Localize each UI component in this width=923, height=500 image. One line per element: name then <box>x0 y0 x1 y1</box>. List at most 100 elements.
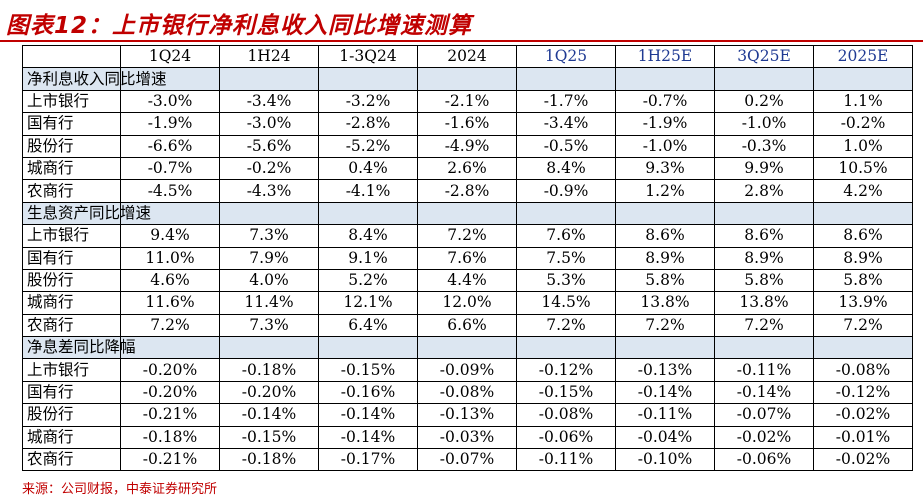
row-label: 股份行 <box>22 403 121 427</box>
value-cell: -0.06% <box>516 425 616 450</box>
value-cell: 8.6% <box>615 224 715 248</box>
section-filler-cell <box>417 201 517 226</box>
value-cell: 5.2% <box>318 268 418 293</box>
table-row: 城商行 -0.7% -0.2% 0.4% 2.6% 8.4% 9.3% 9.9% 10.5% <box>22 156 913 181</box>
value-cell: -2.1% <box>417 89 517 114</box>
row-label: 上市银行 <box>22 224 121 248</box>
row-label: 城商行 <box>22 156 121 181</box>
section-filler-cell <box>219 67 319 91</box>
value-cell: 5.8% <box>813 268 913 293</box>
source-note: 来源：公司财报，中泰证券研究所 <box>22 482 218 497</box>
value-cell: -4.5% <box>120 179 220 203</box>
value-cell: -0.11% <box>714 358 814 382</box>
value-cell: 9.9% <box>714 156 814 181</box>
section-filler-cell <box>120 201 220 226</box>
value-cell: 8.6% <box>813 224 913 248</box>
value-cell: -3.2% <box>318 89 418 114</box>
value-cell: 0.2% <box>714 89 814 114</box>
value-cell: -5.2% <box>318 134 418 158</box>
value-cell: 11.0% <box>120 246 220 270</box>
row-label: 农商行 <box>22 179 121 203</box>
column-header: 1H25E <box>615 44 715 69</box>
section-title: 净利息收入同比增速 <box>22 67 167 91</box>
section-filler-cell <box>516 67 616 91</box>
value-cell: 10.5% <box>813 156 913 181</box>
value-cell: 9.1% <box>318 246 418 270</box>
table-row: 国有行 11.0% 7.9% 9.1% 7.6% 7.5% 8.9% 8.9% 8.9% <box>22 246 913 270</box>
title-bar: 图表12：上市银行净利息收入同比增速测算 <box>0 0 923 42</box>
column-header: 3Q25E <box>714 44 814 69</box>
value-cell: 11.4% <box>219 291 319 315</box>
value-cell: 0.4% <box>318 156 418 181</box>
column-header: 2024 <box>417 44 517 69</box>
value-cell: 14.5% <box>516 291 616 315</box>
column-header: 1Q24 <box>120 44 220 69</box>
value-cell: -3.0% <box>120 89 220 114</box>
section-filler-cell <box>714 336 814 360</box>
section-header-row: 净息差同比降幅 <box>22 336 913 360</box>
section-filler-cell <box>813 336 913 360</box>
value-cell: -0.21% <box>120 448 220 472</box>
value-cell: -0.12% <box>813 380 913 405</box>
value-cell: -2.8% <box>318 112 418 136</box>
row-label: 股份行 <box>22 134 121 158</box>
value-cell: 8.9% <box>714 246 814 270</box>
value-cell: -0.06% <box>714 448 814 472</box>
row-label: 上市银行 <box>22 358 121 382</box>
value-cell: 1.1% <box>813 89 913 114</box>
section-filler-cell <box>120 67 220 91</box>
section-filler-cell <box>714 67 814 91</box>
value-cell: -0.21% <box>120 403 220 427</box>
value-cell: 7.2% <box>714 313 814 338</box>
value-cell: -0.17% <box>318 448 418 472</box>
value-cell: 8.9% <box>813 246 913 270</box>
value-cell: -0.20% <box>120 380 220 405</box>
value-cell: -0.9% <box>516 179 616 203</box>
table-body: 净利息收入同比增速 上市银行 -3.0% -3.4% -3.2% -2.1% -1.7% -0… <box>22 67 913 472</box>
section-header-row: 净利息收入同比增速 <box>22 67 913 91</box>
value-cell: 7.2% <box>615 313 715 338</box>
value-cell: 13.8% <box>714 291 814 315</box>
table-row: 上市银行 -0.20% -0.18% -0.15% -0.09% -0.12% -0.13%… <box>22 358 913 382</box>
value-cell: 7.2% <box>120 313 220 338</box>
value-cell: -0.14% <box>219 403 319 427</box>
section-header-row: 生息资产同比增速 <box>22 201 913 226</box>
value-cell: 2.8% <box>714 179 814 203</box>
value-cell: -3.4% <box>219 89 319 114</box>
column-header: 1H24 <box>219 44 319 69</box>
value-cell: 5.8% <box>615 268 715 293</box>
table-row: 上市银行 -3.0% -3.4% -3.2% -2.1% -1.7% -0.7% 0.2% 1.… <box>22 89 913 114</box>
value-cell: 6.4% <box>318 313 418 338</box>
table-row: 股份行 -0.21% -0.14% -0.14% -0.13% -0.08% -0.11% -… <box>22 403 913 427</box>
value-cell: 7.3% <box>219 224 319 248</box>
value-cell: -0.13% <box>417 403 517 427</box>
section-filler-cell <box>318 67 418 91</box>
section-filler-cell <box>813 67 913 91</box>
value-cell: -0.10% <box>615 448 715 472</box>
value-cell: 9.3% <box>615 156 715 181</box>
value-cell: 7.3% <box>219 313 319 338</box>
value-cell: -3.4% <box>516 112 616 136</box>
table-row: 国有行 -1.9% -3.0% -2.8% -1.6% -3.4% -1.9% -1.0% -0… <box>22 112 913 136</box>
value-cell: -0.18% <box>120 425 220 450</box>
value-cell: 13.8% <box>615 291 715 315</box>
value-cell: -0.3% <box>714 134 814 158</box>
value-cell: 7.6% <box>516 224 616 248</box>
section-filler-cell <box>615 67 715 91</box>
value-cell: -0.01% <box>813 425 913 450</box>
value-cell: -0.14% <box>318 425 418 450</box>
row-label: 城商行 <box>22 291 121 315</box>
value-cell: -0.2% <box>813 112 913 136</box>
section-filler-cell <box>318 336 418 360</box>
value-cell: 1.2% <box>615 179 715 203</box>
value-cell: -1.0% <box>615 134 715 158</box>
column-header: 1Q25 <box>516 44 616 69</box>
value-cell: -0.7% <box>615 89 715 114</box>
column-header: 2025E <box>813 44 913 69</box>
table-row: 农商行 -4.5% -4.3% -4.1% -2.8% -0.9% 1.2% 2.8% 4.2% <box>22 179 913 203</box>
value-cell: -0.16% <box>318 380 418 405</box>
section-filler-cell <box>417 67 517 91</box>
value-cell: 12.1% <box>318 291 418 315</box>
value-cell: 7.9% <box>219 246 319 270</box>
value-cell: 7.2% <box>417 224 517 248</box>
